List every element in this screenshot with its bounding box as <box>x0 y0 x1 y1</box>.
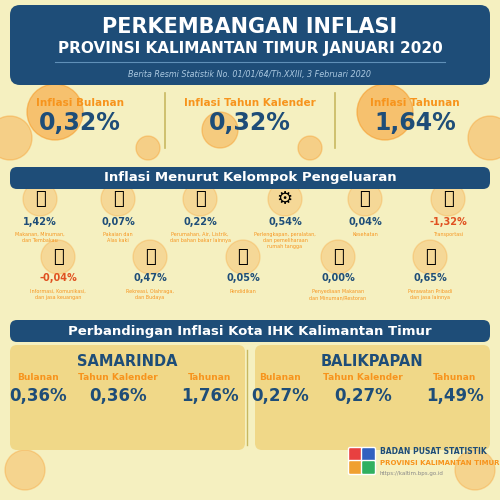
Text: Perbandingan Inflasi Kota IHK Kalimantan Timur: Perbandingan Inflasi Kota IHK Kalimantan… <box>68 324 432 338</box>
Text: -0,04%: -0,04% <box>39 273 77 283</box>
Text: 0,22%: 0,22% <box>183 217 217 227</box>
Circle shape <box>468 116 500 160</box>
Text: Tahunan: Tahunan <box>434 374 476 382</box>
Circle shape <box>455 450 495 490</box>
Text: 👕: 👕 <box>112 190 124 208</box>
Circle shape <box>136 136 160 160</box>
Text: Pendidikan: Pendidikan <box>230 289 256 294</box>
Text: 1,64%: 1,64% <box>374 111 456 135</box>
Text: Perawatan Pribadi
dan jasa lainnya: Perawatan Pribadi dan jasa lainnya <box>408 289 452 300</box>
Text: PERKEMBANGAN INFLASI: PERKEMBANGAN INFLASI <box>102 17 398 37</box>
Text: PROVINSI KALIMANTAN TIMUR JANUARI 2020: PROVINSI KALIMANTAN TIMUR JANUARI 2020 <box>58 42 442 56</box>
FancyBboxPatch shape <box>255 345 490 450</box>
Text: 🍔: 🍔 <box>34 190 46 208</box>
Text: 0,27%: 0,27% <box>334 387 392 405</box>
Text: BALIKPAPAN: BALIKPAPAN <box>320 354 424 370</box>
Circle shape <box>41 240 75 274</box>
Text: PROVINSI KALIMANTAN TIMUR: PROVINSI KALIMANTAN TIMUR <box>380 460 500 466</box>
FancyBboxPatch shape <box>348 460 362 474</box>
Text: Perlengkapan, peralatan,
dan pemeliharaan
rumah tangga: Perlengkapan, peralatan, dan pemeliharaa… <box>254 232 316 250</box>
Text: Tahun Kalender: Tahun Kalender <box>323 374 403 382</box>
Text: Tahunan: Tahunan <box>188 374 232 382</box>
Text: 0,54%: 0,54% <box>268 217 302 227</box>
Text: Bulanan: Bulanan <box>17 374 59 382</box>
Text: Inflasi Tahunan: Inflasi Tahunan <box>370 98 460 108</box>
Text: 💆: 💆 <box>424 248 436 266</box>
FancyBboxPatch shape <box>10 5 490 85</box>
Circle shape <box>431 182 465 216</box>
Text: Inflasi Menurut Kelompok Pengeluaran: Inflasi Menurut Kelompok Pengeluaran <box>104 172 397 184</box>
Text: https://kaltim.bps.go.id: https://kaltim.bps.go.id <box>380 470 444 476</box>
FancyBboxPatch shape <box>10 345 245 450</box>
Circle shape <box>321 240 355 274</box>
Text: 0,27%: 0,27% <box>251 387 309 405</box>
Circle shape <box>202 112 238 148</box>
FancyBboxPatch shape <box>10 320 490 342</box>
Text: 🩺: 🩺 <box>360 190 370 208</box>
Text: Bulanan: Bulanan <box>259 374 301 382</box>
Text: 0,47%: 0,47% <box>133 273 167 283</box>
Circle shape <box>0 116 32 160</box>
Circle shape <box>101 182 135 216</box>
Text: Informasi, Komunikasi,
dan jasa keuangan: Informasi, Komunikasi, dan jasa keuangan <box>30 289 86 300</box>
Text: 0,36%: 0,36% <box>9 387 67 405</box>
Text: 1,76%: 1,76% <box>181 387 239 405</box>
Text: 0,65%: 0,65% <box>413 273 447 283</box>
Text: Penyediaan Makanan
dan Minuman/Restoran: Penyediaan Makanan dan Minuman/Restoran <box>310 289 366 300</box>
Text: Inflasi Bulanan: Inflasi Bulanan <box>36 98 124 108</box>
Circle shape <box>413 240 447 274</box>
FancyBboxPatch shape <box>362 448 376 462</box>
Circle shape <box>133 240 167 274</box>
Text: Kesehatan: Kesehatan <box>352 232 378 237</box>
Circle shape <box>357 84 413 140</box>
Circle shape <box>348 182 382 216</box>
FancyBboxPatch shape <box>348 448 362 462</box>
Text: 0,07%: 0,07% <box>101 217 135 227</box>
Text: Rekreasi, Olahraga,
dan Budaya: Rekreasi, Olahraga, dan Budaya <box>126 289 174 300</box>
Circle shape <box>183 182 217 216</box>
Circle shape <box>5 450 45 490</box>
Text: Tahun Kalender: Tahun Kalender <box>78 374 158 382</box>
Circle shape <box>298 136 322 160</box>
Text: 🚌: 🚌 <box>442 190 454 208</box>
Text: ⚙️: ⚙️ <box>277 190 293 208</box>
Text: 🏪: 🏪 <box>332 248 344 266</box>
Text: 0,32%: 0,32% <box>39 111 121 135</box>
Circle shape <box>23 182 57 216</box>
Text: Transportasi: Transportasi <box>433 232 463 237</box>
Text: SAMARINDA: SAMARINDA <box>77 354 177 370</box>
Text: 0,00%: 0,00% <box>321 273 355 283</box>
FancyBboxPatch shape <box>10 167 490 189</box>
Text: Berita Resmi Statistik No. 01/01/64/Th.XXIII, 3 Februari 2020: Berita Resmi Statistik No. 01/01/64/Th.X… <box>128 70 372 78</box>
Text: 🏊: 🏊 <box>144 248 156 266</box>
Text: 📚: 📚 <box>238 248 248 266</box>
Text: 🏠: 🏠 <box>194 190 205 208</box>
Text: 0,05%: 0,05% <box>226 273 260 283</box>
Circle shape <box>226 240 260 274</box>
Text: Perumahan, Air, Listrik,
dan bahan bakar lainnya: Perumahan, Air, Listrik, dan bahan bakar… <box>170 232 230 243</box>
Text: Pakaian dan
Alas kaki: Pakaian dan Alas kaki <box>103 232 133 243</box>
Text: 1,49%: 1,49% <box>426 387 484 405</box>
Text: -1,32%: -1,32% <box>429 217 467 227</box>
Text: 📱: 📱 <box>52 248 64 266</box>
FancyBboxPatch shape <box>362 460 376 474</box>
Text: 1,42%: 1,42% <box>23 217 57 227</box>
Circle shape <box>27 84 83 140</box>
Text: 0,04%: 0,04% <box>348 217 382 227</box>
Text: 0,36%: 0,36% <box>89 387 147 405</box>
Circle shape <box>268 182 302 216</box>
Text: BADAN PUSAT STATISTIK: BADAN PUSAT STATISTIK <box>380 448 487 456</box>
Text: Makanan, Minuman,
dan Tembakau: Makanan, Minuman, dan Tembakau <box>15 232 65 243</box>
Text: 0,32%: 0,32% <box>209 111 291 135</box>
Text: Inflasi Tahun Kalender: Inflasi Tahun Kalender <box>184 98 316 108</box>
